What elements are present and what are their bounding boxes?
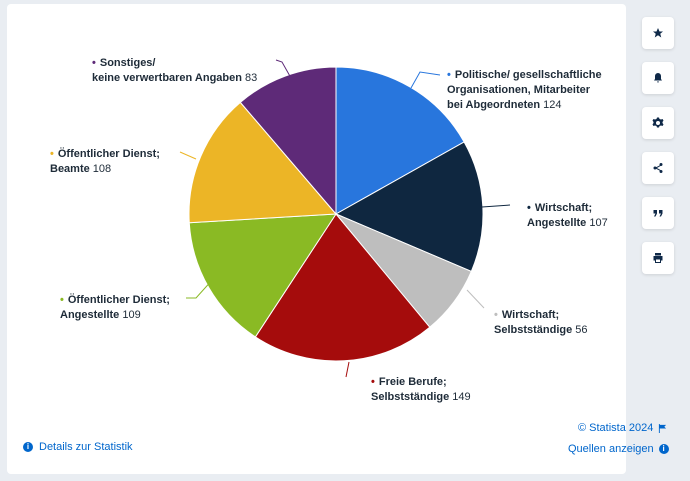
slice-label-line: • Sonstiges/ — [92, 56, 257, 71]
slice-label-text: Angestellte — [527, 217, 587, 229]
cite-button[interactable] — [642, 197, 674, 229]
slice-value: 124 — [540, 99, 562, 111]
slice-label-text: Organisationen, Mitarbeiter — [447, 84, 591, 96]
bell-icon — [654, 73, 662, 83]
slice-label-line: Selbstständige 149 — [371, 390, 471, 405]
slice-label-text: Sonstiges/ — [99, 57, 156, 69]
info-icon: i — [23, 442, 33, 452]
slice-label: • Wirtschaft; Selbstständige 56 — [494, 308, 588, 338]
pie-slice[interactable] — [239, 66, 337, 216]
copyright-label: © Statista 2024 — [578, 422, 654, 434]
slice-label-line: Organisationen, Mitarbeiter — [447, 83, 602, 98]
slice-value: 83 — [241, 72, 258, 84]
slice-label-line: • Wirtschaft; — [494, 308, 588, 323]
slice-label-text: Angestellte — [60, 309, 120, 321]
star-icon — [653, 28, 663, 38]
slice-label-text: Politische/ gesellschaftliche — [454, 69, 602, 81]
slice-label-line: • Wirtschaft; — [527, 201, 608, 216]
legend-bullet: • — [494, 309, 498, 321]
label-connector — [410, 71, 441, 89]
label-connector — [275, 59, 292, 79]
copyright-link[interactable]: © Statista 2024 — [578, 422, 667, 434]
slice-value: 149 — [449, 391, 471, 403]
slice-label-line: Angestellte 107 — [527, 216, 608, 231]
slice-label: • Sonstiges/keine verwertbaren Angaben 83 — [92, 56, 257, 86]
sources-link[interactable]: Quellen anzeigen i — [568, 443, 669, 455]
legend-bullet: • — [527, 202, 531, 214]
favorite-button[interactable] — [642, 17, 674, 49]
label-connector — [186, 277, 215, 299]
pie-slice[interactable] — [335, 66, 465, 215]
slice-value: 108 — [89, 163, 112, 175]
pie-slice[interactable] — [254, 213, 431, 362]
slice-label-line: Selbstständige 56 — [494, 323, 588, 338]
flag-icon — [659, 423, 667, 433]
slice-label-line: • Öffentlicher Dienst; — [60, 293, 170, 308]
slice-label: • Freie Berufe; Selbstständige 149 — [371, 375, 471, 405]
share-button[interactable] — [642, 152, 674, 184]
label-connector — [179, 151, 197, 160]
pie-slice[interactable] — [188, 101, 338, 224]
slice-label-text: Beamte — [50, 163, 90, 175]
slice-label-line: Beamte 108 — [50, 162, 160, 177]
legend-bullet: • — [447, 69, 451, 81]
sources-info-icon: i — [658, 444, 669, 454]
quote-icon — [653, 210, 663, 217]
slice-label-line: • Öffentlicher Dienst; — [50, 147, 160, 162]
sources-label: Quellen anzeigen — [568, 443, 654, 455]
slice-value: 56 — [572, 324, 588, 336]
slice-label-text: Wirtschaft; — [501, 309, 560, 321]
slice-label: • Öffentlicher Dienst; Angestellte 109 — [60, 293, 170, 323]
legend-bullet: • — [92, 57, 96, 69]
settings-button[interactable] — [642, 107, 674, 139]
details-label: Details zur Statistik — [39, 441, 133, 453]
slice-label-text: bei Abgeordneten — [447, 99, 541, 111]
details-link[interactable]: i Details zur Statistik — [23, 441, 133, 453]
legend-bullet: • — [371, 376, 375, 388]
slice-label: • Wirtschaft; Angestellte 107 — [527, 201, 608, 231]
slice-label-text: keine verwertbaren Angaben — [92, 72, 242, 84]
slice-label-line: • Politische/ gesellschaftliche — [447, 68, 602, 83]
label-connector — [345, 361, 350, 378]
gear-icon — [652, 117, 664, 128]
slice-value: 109 — [119, 309, 141, 321]
slice-label-text: Wirtschaft; — [534, 202, 593, 214]
slice-label-line: bei Abgeordneten 124 — [447, 98, 602, 120]
slice-label-text: Öffentlicher Dienst; — [67, 294, 170, 306]
slice-label-line: • Freie Berufe; — [371, 375, 471, 390]
label-connector — [466, 289, 485, 309]
slice-label-line: keine verwertbaren Angaben 83 — [92, 71, 257, 86]
slice-label-text: Selbstständige — [371, 391, 450, 403]
toolbar — [642, 17, 674, 287]
pie-slice[interactable] — [334, 141, 484, 273]
slice-value: 107 — [586, 217, 608, 229]
slice-label-text: Selbstständige — [494, 324, 573, 336]
slice-label-text: Öffentlicher Dienst; — [57, 148, 160, 160]
slice-label-line: Angestellte 109 — [60, 308, 170, 323]
pie-slice[interactable] — [188, 213, 337, 338]
slice-label: • Öffentlicher Dienst; Beamte 108 — [50, 147, 160, 177]
share-icon — [653, 163, 663, 173]
print-icon — [653, 253, 663, 263]
legend-bullet: • — [50, 148, 54, 160]
slice-label: • Politische/ gesellschaftliche Organisati… — [447, 68, 602, 120]
notification-button[interactable] — [642, 62, 674, 94]
label-connector — [481, 204, 511, 208]
slice-label-text: Freie Berufe; — [378, 376, 447, 388]
print-button[interactable] — [642, 242, 674, 274]
legend-bullet: • — [60, 294, 64, 306]
